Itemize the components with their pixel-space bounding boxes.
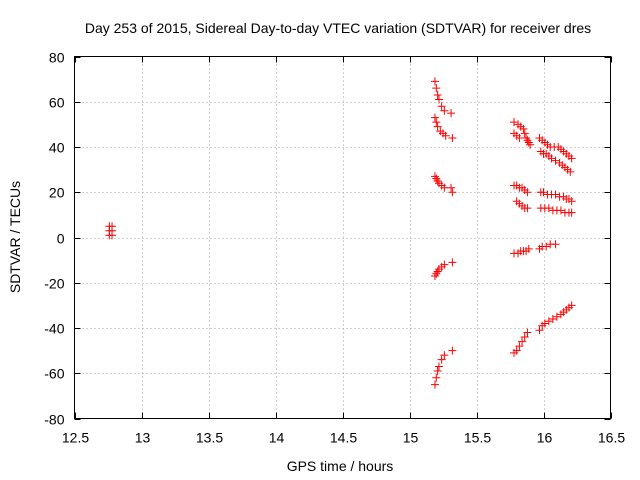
data-point — [526, 140, 535, 149]
data-point — [544, 317, 553, 326]
data-point — [448, 188, 457, 197]
data-point — [433, 366, 442, 375]
x-tick-label: 13 — [135, 430, 151, 446]
data-point — [447, 109, 456, 118]
y-tick-label: -40 — [44, 321, 64, 337]
grid — [74, 56, 611, 419]
data-point — [510, 118, 519, 127]
data-point — [551, 156, 560, 165]
y-tick-label: 0 — [57, 231, 65, 247]
x-tick-labels: 12.5 13 13.5 14 14.5 15 15.5 16 16.5 — [62, 430, 625, 446]
data-point — [512, 346, 521, 355]
data-point — [441, 131, 450, 140]
y-tick-label: -60 — [44, 366, 64, 382]
data-point — [440, 260, 449, 269]
y-tick-label: 80 — [49, 50, 65, 66]
data-point — [539, 188, 548, 197]
data-point — [548, 314, 557, 323]
data-point — [430, 380, 439, 389]
x-tick-label: 15 — [403, 430, 419, 446]
data-point — [437, 102, 446, 111]
axis-ticks — [74, 56, 612, 420]
data-point — [520, 333, 529, 342]
data-point — [540, 319, 549, 328]
chart-title: Day 253 of 2015, Sidereal Day-to-day VTE… — [85, 20, 591, 36]
data-point — [434, 362, 443, 371]
y-tick-label: 20 — [49, 185, 65, 201]
data-point — [544, 204, 553, 213]
data-point — [535, 326, 544, 335]
data-point — [448, 258, 457, 267]
data-points — [105, 77, 576, 389]
data-point — [567, 197, 576, 206]
x-tick-label: 14.5 — [330, 430, 357, 446]
data-point — [567, 208, 576, 217]
data-point — [523, 204, 532, 213]
plot-frame — [74, 56, 611, 419]
data-point — [437, 355, 446, 364]
data-point — [523, 328, 532, 337]
y-tick-label: -80 — [44, 412, 64, 428]
x-tick-label: 16 — [537, 430, 553, 446]
y-tick-label: 60 — [49, 95, 65, 111]
data-point — [556, 206, 565, 215]
data-point — [515, 133, 524, 142]
data-point — [567, 301, 576, 310]
data-point — [432, 373, 441, 382]
data-point — [567, 154, 576, 163]
data-point — [432, 118, 441, 127]
y-axis-title: SDTVAR / TECUs — [7, 181, 23, 293]
data-point — [440, 183, 449, 192]
data-point — [523, 188, 532, 197]
data-point — [432, 84, 441, 93]
data-point — [440, 351, 449, 360]
data-point — [108, 231, 117, 240]
data-point — [448, 133, 457, 142]
data-point — [519, 124, 528, 133]
data-point — [520, 129, 529, 138]
data-point — [566, 167, 575, 176]
data-point — [434, 95, 443, 104]
x-tick-label: 15.5 — [464, 430, 491, 446]
data-point — [551, 240, 560, 249]
x-axis-title: GPS time / hours — [287, 458, 394, 474]
x-tick-label: 13.5 — [196, 430, 223, 446]
data-point — [447, 183, 456, 192]
x-tick-label: 14 — [269, 430, 285, 446]
data-point — [430, 113, 439, 122]
y-tick-labels: -80 -60 -40 -20 0 20 40 60 80 — [44, 50, 64, 428]
data-point — [547, 154, 556, 163]
data-point — [542, 242, 551, 251]
data-point — [518, 337, 527, 346]
data-point — [551, 190, 560, 199]
x-tick-label: 12.5 — [62, 430, 89, 446]
data-point — [552, 312, 561, 321]
data-point — [433, 90, 442, 99]
data-point — [430, 77, 439, 86]
data-point — [440, 106, 449, 115]
y-tick-label: -20 — [44, 276, 64, 292]
data-point — [524, 244, 533, 253]
x-tick-label: 16.5 — [598, 430, 625, 446]
data-point — [448, 346, 457, 355]
data-point — [515, 342, 524, 351]
y-tick-label: 40 — [49, 140, 65, 156]
data-point — [433, 122, 442, 131]
